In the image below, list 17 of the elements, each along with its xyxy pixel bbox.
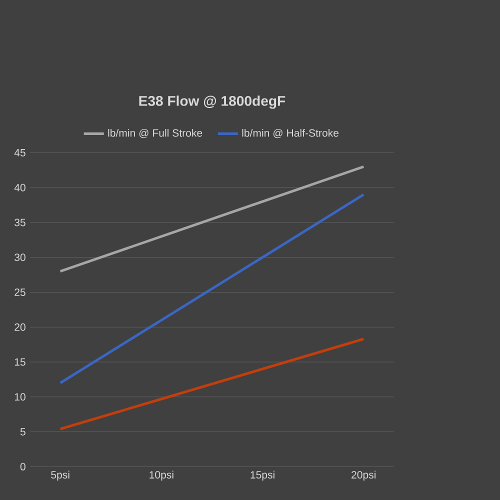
legend-label: lb/min @ Half-Stroke [242,128,339,138]
x-tick-label: 10psi [150,470,174,481]
y-tick-label: 25 [14,288,26,296]
y-tick-label: 30 [14,254,26,262]
x-tick-label: 5psi [51,470,70,481]
y-tick-label: 0 [20,462,26,470]
legend-label: lb/min @ Full Stroke [108,128,202,138]
x-tick-label: 20psi [352,470,376,481]
y-tick-label: 15 [14,358,26,366]
y-tick-label: 20 [14,323,26,331]
y-tick-label: 45 [14,149,26,156]
chart-title: E38 Flow @ 1800degF [139,96,286,109]
y-tick-label: 40 [14,184,26,192]
x-tick-label: 15psi [250,470,274,481]
y-tick-label: 35 [14,218,26,226]
y-tick-label: 5 [20,428,26,436]
y-tick-label: 10 [14,393,26,401]
